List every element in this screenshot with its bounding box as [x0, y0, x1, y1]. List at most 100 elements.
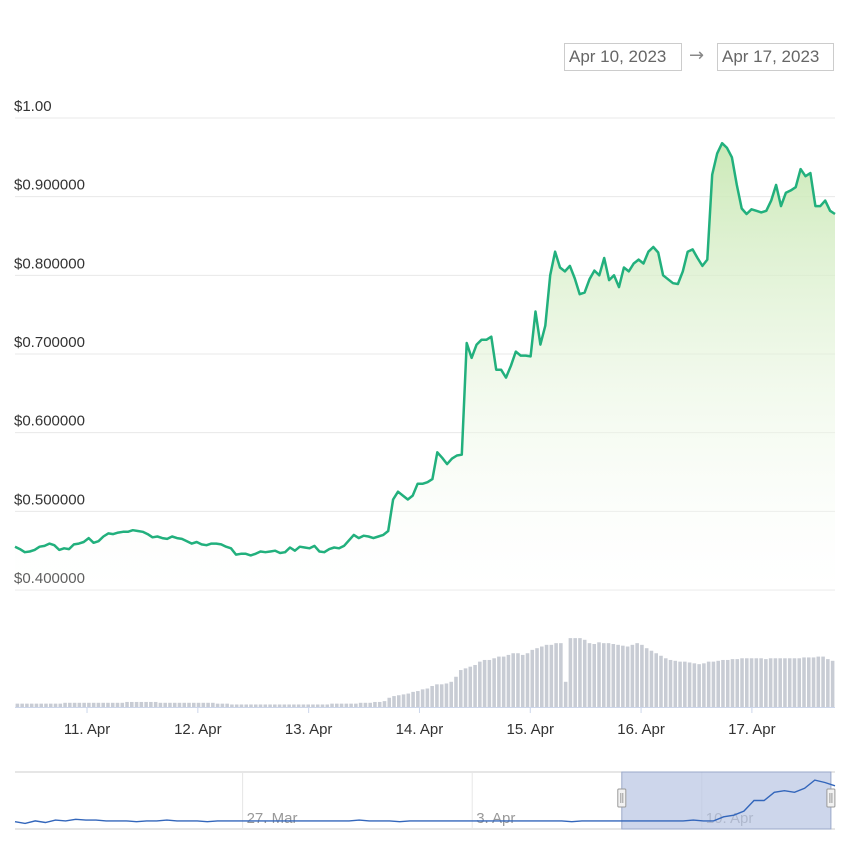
volume-bar [806, 657, 811, 707]
volume-bar [158, 702, 163, 707]
volume-bar [68, 702, 72, 707]
volume-bar [621, 645, 625, 707]
volume-bar [573, 638, 577, 707]
volume-bar [778, 658, 782, 707]
volume-bar [177, 702, 182, 707]
volume-bar [630, 644, 635, 707]
volume-bar [273, 704, 277, 707]
volume-bar [306, 704, 310, 707]
y-tick-label: $0.500000 [14, 491, 85, 508]
volume-bar [82, 702, 86, 707]
volume-bar [244, 704, 249, 707]
volume-bar [454, 676, 458, 707]
volume-bar [783, 658, 787, 707]
volume-bar [144, 701, 148, 707]
navigator-handle-right[interactable] [826, 788, 836, 808]
volume-bar [411, 691, 415, 707]
volume-bar [592, 644, 597, 707]
x-tick-label: 16. Apr [617, 721, 665, 738]
volume-bar [544, 644, 549, 707]
volume-bar [206, 702, 210, 707]
volume-bar [468, 666, 473, 707]
volume-bar [687, 662, 692, 707]
volume-bar [249, 704, 253, 707]
volume-bar [163, 702, 167, 707]
arrow-icon: → [689, 45, 705, 66]
volume-bar [697, 664, 701, 707]
volume-bar [616, 644, 620, 707]
volume-bar [325, 704, 330, 707]
volume-bar [149, 701, 153, 707]
volume-bar [72, 702, 77, 707]
volume-bar [87, 702, 91, 707]
volume-bar [640, 644, 644, 707]
y-tick-label: $1.00 [14, 98, 52, 115]
volume-bar [463, 668, 468, 707]
y-tick-label: $0.800000 [14, 255, 85, 272]
volume-bar [644, 648, 649, 707]
y-tick-label: $0.600000 [14, 413, 85, 430]
volume-bar [215, 703, 220, 707]
navigator-handle-left[interactable] [617, 788, 627, 808]
volume-bar [349, 703, 353, 707]
volume-bar [77, 702, 82, 707]
volume-bar [754, 658, 759, 707]
x-tick-label: 14. Apr [396, 721, 444, 738]
volume-bar [473, 665, 477, 707]
x-tick-label: 11. Apr [64, 721, 110, 738]
volume-bar [525, 653, 530, 707]
volume-bar [96, 702, 101, 707]
volume-bar [296, 704, 301, 707]
volume-bar [606, 643, 611, 707]
volume-bar [282, 704, 287, 707]
date-to-input[interactable]: Apr 17, 2023 [717, 43, 834, 71]
volume-bar [416, 691, 420, 707]
date-from-input[interactable]: Apr 10, 2023 [564, 43, 682, 71]
volume-bar [263, 704, 268, 707]
volume-bar [568, 638, 573, 707]
volume-bar [740, 658, 744, 707]
volume-bar [549, 644, 554, 707]
volume-bar [654, 653, 659, 707]
volume-bar [253, 704, 258, 707]
volume-bar [15, 703, 20, 707]
volume-bar [792, 658, 797, 707]
volume-bar [582, 639, 587, 707]
volume-bar [106, 702, 110, 707]
volume-bar [230, 704, 234, 707]
volume-bar [659, 655, 663, 707]
volume-bar [344, 703, 349, 707]
volume-bar [725, 659, 730, 707]
volume-bar [478, 661, 482, 707]
volume-bar [706, 661, 711, 707]
volume-bar [735, 659, 740, 707]
x-tick-label: 12. Apr [174, 721, 222, 738]
volume-bar [101, 702, 105, 707]
volume-bar [797, 658, 802, 707]
volume-bar [311, 704, 315, 707]
volume-bar [816, 656, 821, 707]
volume-bar [91, 702, 96, 707]
volume-bar [29, 703, 34, 707]
volume-bar [430, 686, 434, 707]
volume-bar [787, 658, 792, 707]
volume-bar [439, 684, 444, 707]
volume-bar [821, 656, 825, 707]
volume-bar [53, 703, 58, 707]
volume-bar [749, 658, 754, 707]
volume-bar [315, 704, 320, 707]
volume-bar [363, 702, 368, 707]
volume-bar [597, 642, 601, 707]
x-tick-label: 17. Apr [728, 721, 776, 738]
volume-bar [292, 704, 296, 707]
volume-bar [191, 702, 196, 707]
volume-bar [153, 701, 158, 707]
volume-bar [764, 659, 768, 707]
volume-bar [530, 649, 535, 707]
volume-bar [354, 703, 358, 707]
volume-bar [330, 703, 334, 707]
volume-bar [826, 659, 830, 707]
volume-bar [759, 658, 763, 707]
volume-bar [435, 684, 439, 707]
